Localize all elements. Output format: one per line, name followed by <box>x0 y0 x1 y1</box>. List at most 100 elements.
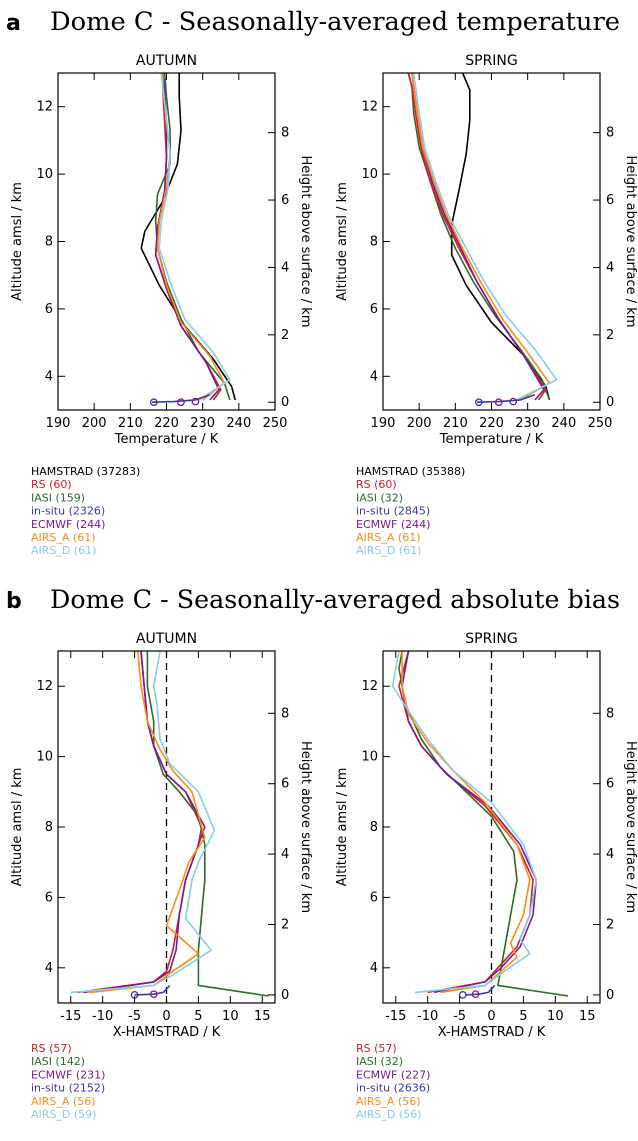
x-tick-label: 230 <box>515 416 540 431</box>
series-line-2 <box>146 651 269 997</box>
data-point-marker-1 <box>474 398 483 407</box>
x-tick-label: 15 <box>254 1009 271 1024</box>
legend-entry: IASI (32) <box>356 1055 403 1068</box>
x-tick-label: -5 <box>453 1009 466 1024</box>
series-line-1 <box>140 73 236 401</box>
x-tick-label: 10 <box>222 1009 239 1024</box>
legend-entry: ECMWF (244) <box>356 518 430 531</box>
data-point-marker-3 <box>509 397 518 406</box>
y-tick-label: 10 <box>36 167 53 182</box>
section-title: Dome C - Seasonally-averaged temperature <box>50 7 620 36</box>
panel-letter: a <box>6 11 21 36</box>
legend-entry: AIRS_A (61) <box>356 531 421 544</box>
y2-tick-label: 6 <box>606 777 614 792</box>
x-axis-label: Temperature / K <box>114 432 219 447</box>
series-line-5 <box>391 651 537 994</box>
y-axis-label: Altitude amsl / km <box>10 768 25 887</box>
y-tick-label: 8 <box>370 820 378 835</box>
y2-tick-label: 0 <box>606 395 614 410</box>
legend-entry: ECMWF (231) <box>31 1068 105 1081</box>
y2-axis-label: Height above surface / km <box>298 741 313 913</box>
data-point-marker-2 <box>149 990 158 999</box>
panel-title: AUTUMN <box>136 631 197 647</box>
x-tick-label: 200 <box>82 416 107 431</box>
x-tick-label: 5 <box>519 1009 527 1024</box>
legend-entry: RS (57) <box>31 1042 72 1055</box>
legend-entry: in-situ (2152) <box>31 1082 105 1095</box>
panel-title: AUTUMN <box>136 53 197 69</box>
legend-entry: in-situ (2636) <box>356 1082 430 1095</box>
x-axis-label: X-HAMSTRAD / K <box>438 1025 546 1040</box>
legend-entry: ECMWF (244) <box>31 518 105 531</box>
y2-tick-label: 4 <box>606 847 614 862</box>
y-tick-label: 12 <box>361 679 378 694</box>
panel-letter: b <box>6 589 22 614</box>
series-line-3 <box>401 651 537 994</box>
chart-panel-1: a Dome C - Seasonally-averaged temperatur… <box>6 7 620 557</box>
series-line-6 <box>412 73 558 401</box>
x-tick-label: -15 <box>385 1009 406 1024</box>
x-tick-label: 190 <box>371 416 396 431</box>
y-tick-label: 8 <box>370 235 378 250</box>
y-tick-label: 8 <box>45 235 53 250</box>
data-point-marker-1 <box>149 398 158 407</box>
y2-tick-label: 4 <box>281 847 289 862</box>
y2-tick-label: 8 <box>281 706 289 721</box>
y2-axis-label: Height above surface / km <box>623 741 638 913</box>
y2-tick-label: 2 <box>606 918 614 933</box>
chart-panel-4: SPRING -15 -10 -5 0 5 10 15 4 6 8 10 12 0 2 4 6 8 X-HAMSTR… <box>335 631 638 1121</box>
x-tick-label: 210 <box>443 416 468 431</box>
series-line-5 <box>411 73 551 401</box>
y2-tick-label: 4 <box>606 260 614 275</box>
series-line-4 <box>89 651 206 994</box>
y-tick-label: 4 <box>45 961 53 976</box>
data-point-marker-3 <box>191 397 200 406</box>
x-tick-label: 15 <box>579 1009 596 1024</box>
legend-entry: RS (60) <box>356 478 397 491</box>
x-axis-label: X-HAMSTRAD / K <box>113 1025 221 1040</box>
y2-axis-label: Height above surface / km <box>623 156 638 328</box>
y-tick-label: 12 <box>36 100 53 115</box>
x-tick-label: 5 <box>194 1009 202 1024</box>
y2-tick-label: 6 <box>606 193 614 208</box>
series-group <box>70 651 269 999</box>
legend-entry: RS (57) <box>356 1042 397 1055</box>
legend-entry: AIRS_D (56) <box>356 1108 421 1121</box>
series-line-7 <box>151 394 211 403</box>
y2-tick-label: 0 <box>281 395 289 410</box>
y-tick-label: 10 <box>361 750 378 765</box>
section-title: Dome C - Seasonally-averaged absolute bi… <box>50 585 620 614</box>
y-axis-label: Altitude amsl / km <box>10 182 25 301</box>
x-tick-label: 0 <box>487 1009 495 1024</box>
series-group <box>407 73 558 407</box>
x-tick-label: 240 <box>551 416 576 431</box>
series-line-4 <box>411 73 545 401</box>
series-line-5 <box>156 73 226 401</box>
legend-entry: in-situ (2326) <box>31 505 105 518</box>
x-tick-label: -15 <box>60 1009 81 1024</box>
x-tick-label: 220 <box>154 416 179 431</box>
x-tick-label: -10 <box>92 1009 113 1024</box>
legend-entry: IASI (142) <box>31 1055 85 1068</box>
series-line-2 <box>407 73 551 401</box>
x-tick-label: 210 <box>118 416 143 431</box>
data-point-marker-2 <box>471 990 480 999</box>
series-line-5 <box>70 651 216 994</box>
series-line-1 <box>398 651 534 994</box>
panel-title: SPRING <box>465 53 518 69</box>
y2-tick-label: 2 <box>281 328 289 343</box>
series-line-4 <box>401 651 531 994</box>
y-tick-label: 12 <box>36 679 53 694</box>
legend-entry: in-situ (2845) <box>356 505 430 518</box>
y-axis-label: Altitude amsl / km <box>335 768 350 887</box>
x-tick-label: 250 <box>263 416 288 431</box>
y2-tick-label: 8 <box>606 126 614 141</box>
series-group <box>140 73 236 407</box>
x-tick-label: 250 <box>588 416 613 431</box>
legend-entry: IASI (159) <box>31 491 85 504</box>
legend-entry: AIRS_D (59) <box>31 1108 96 1121</box>
x-tick-label: 240 <box>226 416 251 431</box>
legend-entry: HAMSTRAD (37283) <box>31 465 140 478</box>
legend-entry: AIRS_A (56) <box>356 1095 421 1108</box>
legend-entry: AIRS_D (61) <box>356 544 421 557</box>
